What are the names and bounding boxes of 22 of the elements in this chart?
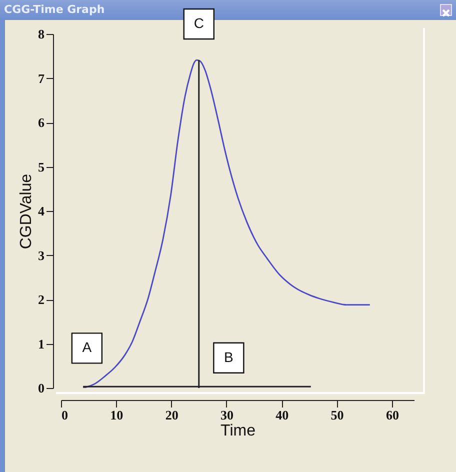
- x-axis-title: Time: [220, 422, 256, 440]
- y-tick-label: 6: [38, 115, 45, 130]
- y-tick-label: 8: [38, 26, 45, 42]
- x-tick-label: 10: [110, 408, 124, 422]
- y-axis-title: CGDValue: [18, 174, 35, 250]
- y-tick-label: 7: [38, 70, 45, 86]
- y-tick-label: 4: [38, 204, 45, 218]
- annotation: C: [194, 15, 204, 31]
- x-tick-label: 30: [220, 408, 234, 422]
- x-tick-label: 40: [276, 408, 289, 422]
- y-tick-label: 2: [38, 292, 44, 307]
- x-tick-label: 20: [165, 408, 178, 422]
- annotation: A: [82, 339, 92, 356]
- y-tick-label: 0: [38, 380, 44, 396]
- x-tick-label: 0: [62, 408, 68, 422]
- x-tick-label: 50: [330, 408, 344, 422]
- y-tick-label: 3: [38, 248, 45, 263]
- annotation: B: [224, 348, 234, 365]
- y-tick-label: 5: [38, 159, 45, 174]
- y-tick-label: 1: [38, 336, 44, 352]
- x-tick-label: 60: [386, 408, 399, 422]
- chart-title: CGG-Time Graph: [4, 3, 105, 16]
